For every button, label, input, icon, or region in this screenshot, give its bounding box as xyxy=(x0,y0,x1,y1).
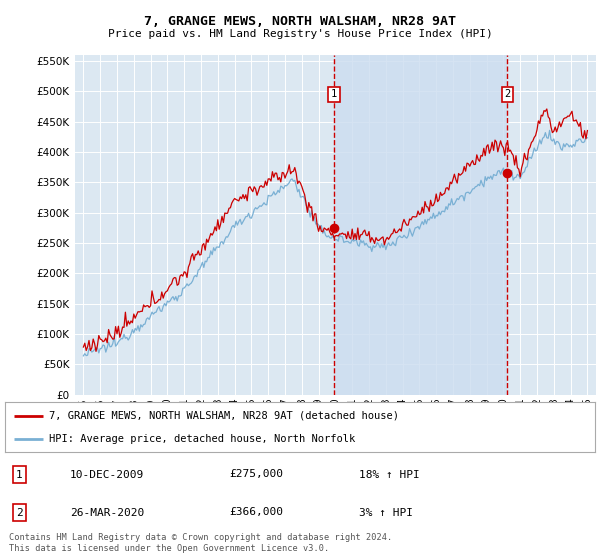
Text: 2: 2 xyxy=(16,507,23,517)
Text: HPI: Average price, detached house, North Norfolk: HPI: Average price, detached house, Nort… xyxy=(49,435,355,444)
Text: 7, GRANGE MEWS, NORTH WALSHAM, NR28 9AT (detached house): 7, GRANGE MEWS, NORTH WALSHAM, NR28 9AT … xyxy=(49,410,399,421)
Bar xyxy=(334,55,507,395)
Text: 3% ↑ HPI: 3% ↑ HPI xyxy=(359,507,413,517)
Text: 10-DEC-2009: 10-DEC-2009 xyxy=(70,469,144,479)
Text: 26-MAR-2020: 26-MAR-2020 xyxy=(70,507,144,517)
Text: 1: 1 xyxy=(16,469,23,479)
Text: 2: 2 xyxy=(504,90,511,99)
Text: Price paid vs. HM Land Registry's House Price Index (HPI): Price paid vs. HM Land Registry's House … xyxy=(107,29,493,39)
Text: £275,000: £275,000 xyxy=(229,469,283,479)
Text: £366,000: £366,000 xyxy=(229,507,283,517)
Text: 7, GRANGE MEWS, NORTH WALSHAM, NR28 9AT: 7, GRANGE MEWS, NORTH WALSHAM, NR28 9AT xyxy=(144,15,456,28)
Text: 18% ↑ HPI: 18% ↑ HPI xyxy=(359,469,420,479)
Text: Contains HM Land Registry data © Crown copyright and database right 2024.
This d: Contains HM Land Registry data © Crown c… xyxy=(9,533,392,553)
Text: 1: 1 xyxy=(331,90,337,99)
